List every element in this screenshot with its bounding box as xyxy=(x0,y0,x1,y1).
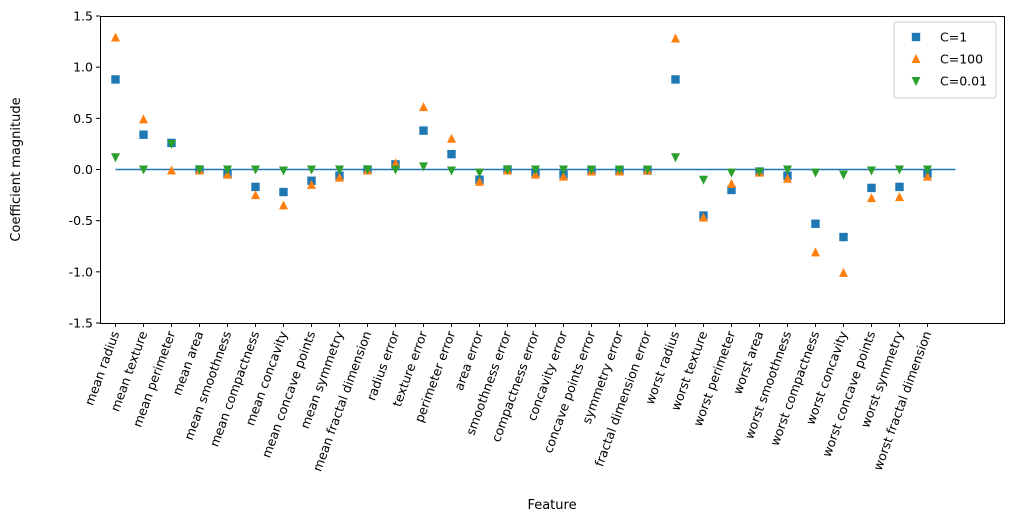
data-point xyxy=(727,185,736,195)
data-point xyxy=(867,193,876,203)
data-point xyxy=(307,165,316,175)
data-point xyxy=(811,168,820,178)
data-point xyxy=(223,165,232,175)
axes-frame xyxy=(100,16,1005,324)
y-tick-label: 0.0 xyxy=(73,162,93,177)
data-point xyxy=(559,165,568,175)
data-point xyxy=(867,183,876,193)
legend-label: C=0.01 xyxy=(940,74,987,89)
y-axis-label: Coefficient magnitude xyxy=(9,97,24,241)
data-point xyxy=(363,165,372,175)
data-point xyxy=(895,192,904,202)
data-point xyxy=(447,149,456,159)
data-point xyxy=(279,187,288,197)
y-tick-label: 1.0 xyxy=(73,60,93,75)
legend-marker xyxy=(911,32,921,42)
x-axis-label: Feature xyxy=(527,498,576,513)
data-point xyxy=(699,212,708,222)
data-point xyxy=(251,182,260,192)
data-point xyxy=(307,179,316,189)
data-point xyxy=(531,165,540,175)
data-point xyxy=(475,168,484,178)
data-point xyxy=(447,166,456,176)
data-point xyxy=(139,165,148,175)
data-point xyxy=(279,166,288,176)
y-tick-label: 0.5 xyxy=(73,111,93,126)
data-point xyxy=(839,267,848,277)
data-point xyxy=(727,168,736,178)
data-point xyxy=(503,165,512,175)
legend-label: C=1 xyxy=(940,30,967,45)
data-point xyxy=(391,158,400,168)
data-point xyxy=(839,170,848,180)
data-point xyxy=(167,165,176,175)
data-point xyxy=(839,232,848,242)
data-point xyxy=(419,102,428,112)
data-point xyxy=(699,175,708,185)
y-tick-label: -1.0 xyxy=(69,264,93,279)
data-point xyxy=(475,176,484,186)
data-point xyxy=(643,165,652,175)
data-point xyxy=(923,165,932,175)
data-point xyxy=(335,172,344,182)
data-point xyxy=(419,162,428,172)
data-point xyxy=(671,75,680,84)
data-point xyxy=(727,178,736,188)
data-point xyxy=(895,165,904,175)
y-tick-label: -0.5 xyxy=(69,213,93,228)
data-point xyxy=(111,75,120,84)
data-point xyxy=(139,130,148,139)
y-axis: -1.5 -1.0 -0.5 0.0 0.5 1.0 1.5 xyxy=(69,9,100,331)
data-point xyxy=(419,126,428,135)
data-point xyxy=(783,173,792,183)
data-point xyxy=(167,139,176,149)
y-tick-label: 1.5 xyxy=(73,9,93,24)
data-point xyxy=(923,171,932,181)
data-point xyxy=(559,171,568,181)
data-point xyxy=(587,165,596,175)
legend: C=1 C=100 C=0.01 xyxy=(893,21,997,99)
legend-marker xyxy=(911,77,921,86)
legend-marker xyxy=(911,54,921,63)
data-point xyxy=(447,133,456,143)
legend-label: C=100 xyxy=(940,52,983,67)
data-point xyxy=(811,219,820,228)
plot-area xyxy=(111,32,956,277)
data-point xyxy=(139,114,148,124)
data-point xyxy=(615,165,624,175)
data-point xyxy=(783,165,792,175)
data-point xyxy=(195,165,204,175)
data-point xyxy=(755,167,764,177)
data-point xyxy=(251,190,260,200)
data-point xyxy=(867,166,876,176)
data-point xyxy=(251,165,260,175)
data-point xyxy=(335,165,344,175)
series-C=100 xyxy=(111,32,932,277)
data-point xyxy=(279,200,288,210)
y-tick-label: -1.5 xyxy=(69,316,93,331)
data-point xyxy=(111,153,120,163)
data-point xyxy=(671,33,680,43)
data-point xyxy=(895,182,904,192)
data-point xyxy=(671,153,680,163)
data-point xyxy=(111,32,120,42)
data-point xyxy=(811,247,820,257)
data-point xyxy=(391,165,400,175)
series-C=0.01 xyxy=(111,139,932,185)
